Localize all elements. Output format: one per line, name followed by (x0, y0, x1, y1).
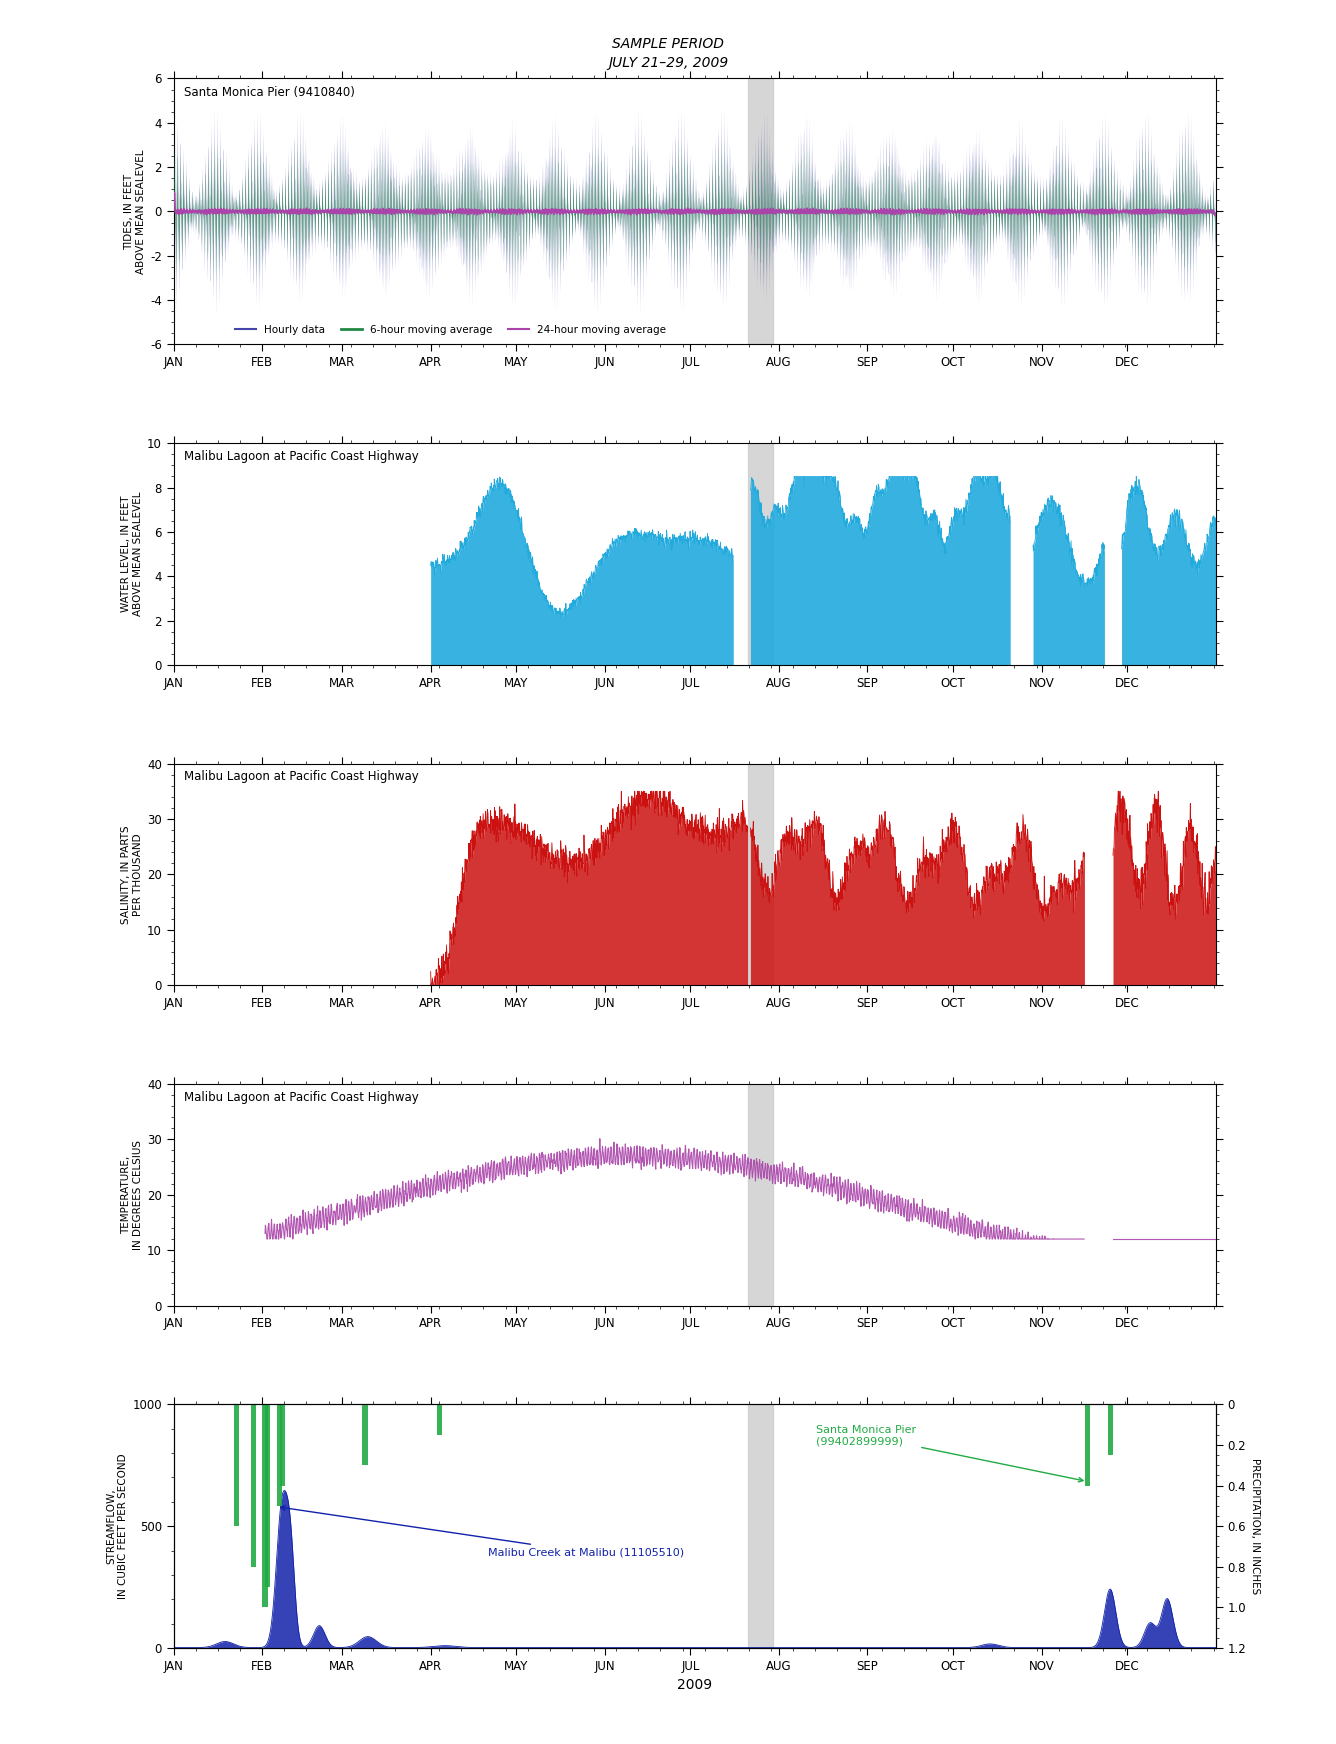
X-axis label: 2009: 2009 (677, 1678, 712, 1692)
Bar (437, 1404, 442, 1435)
Text: Malibu Lagoon at Pacific Coast Highway: Malibu Lagoon at Pacific Coast Highway (184, 450, 420, 462)
Bar (266, 1404, 270, 1587)
Text: Malibu Lagoon at Pacific Coast Highway: Malibu Lagoon at Pacific Coast Highway (184, 771, 420, 783)
Bar (251, 1404, 257, 1566)
Bar (262, 1404, 267, 1608)
Text: Santa Monica Pier
(99402899999): Santa Monica Pier (99402899999) (816, 1425, 1083, 1482)
Text: SAMPLE PERIOD: SAMPLE PERIOD (612, 37, 724, 51)
Bar (277, 1404, 282, 1505)
Y-axis label: SALINITY, IN PARTS
PER THOUSAND: SALINITY, IN PARTS PER THOUSAND (122, 825, 143, 924)
Text: Malibu Creek at Malibu (11105510): Malibu Creek at Malibu (11105510) (281, 1505, 684, 1557)
Y-axis label: WATER LEVEL, IN FEET
ABOVE MEAN SEALEVEL: WATER LEVEL, IN FEET ABOVE MEAN SEALEVEL (122, 492, 143, 616)
Y-axis label: TEMPERATURE,
IN DEGREES CELSIUS: TEMPERATURE, IN DEGREES CELSIUS (122, 1141, 143, 1250)
Legend: Hourly data, 6-hour moving average, 24-hour moving average: Hourly data, 6-hour moving average, 24-h… (231, 321, 671, 340)
Bar (748, 764, 774, 985)
Bar (362, 1404, 367, 1465)
Text: Malibu Lagoon at Pacific Coast Highway: Malibu Lagoon at Pacific Coast Highway (184, 1090, 420, 1104)
Y-axis label: STREAMFLOW,
IN CUBIC FEET PER SECOND: STREAMFLOW, IN CUBIC FEET PER SECOND (107, 1453, 128, 1599)
Y-axis label: TIDES, IN FEET
ABOVE MEAN SEALEVEL: TIDES, IN FEET ABOVE MEAN SEALEVEL (124, 150, 146, 274)
Bar (279, 1404, 285, 1486)
Bar (748, 1083, 774, 1306)
Bar (748, 78, 774, 345)
Bar (748, 1404, 774, 1648)
Text: Santa Monica Pier (9410840): Santa Monica Pier (9410840) (184, 87, 355, 99)
Bar (234, 1404, 239, 1526)
Text: JULY 21–29, 2009: JULY 21–29, 2009 (608, 56, 728, 70)
Bar (1108, 1404, 1113, 1454)
Bar (748, 443, 774, 664)
Y-axis label: PRECIPITATION, IN INCHES: PRECIPITATION, IN INCHES (1250, 1458, 1260, 1594)
Bar (1085, 1404, 1090, 1486)
